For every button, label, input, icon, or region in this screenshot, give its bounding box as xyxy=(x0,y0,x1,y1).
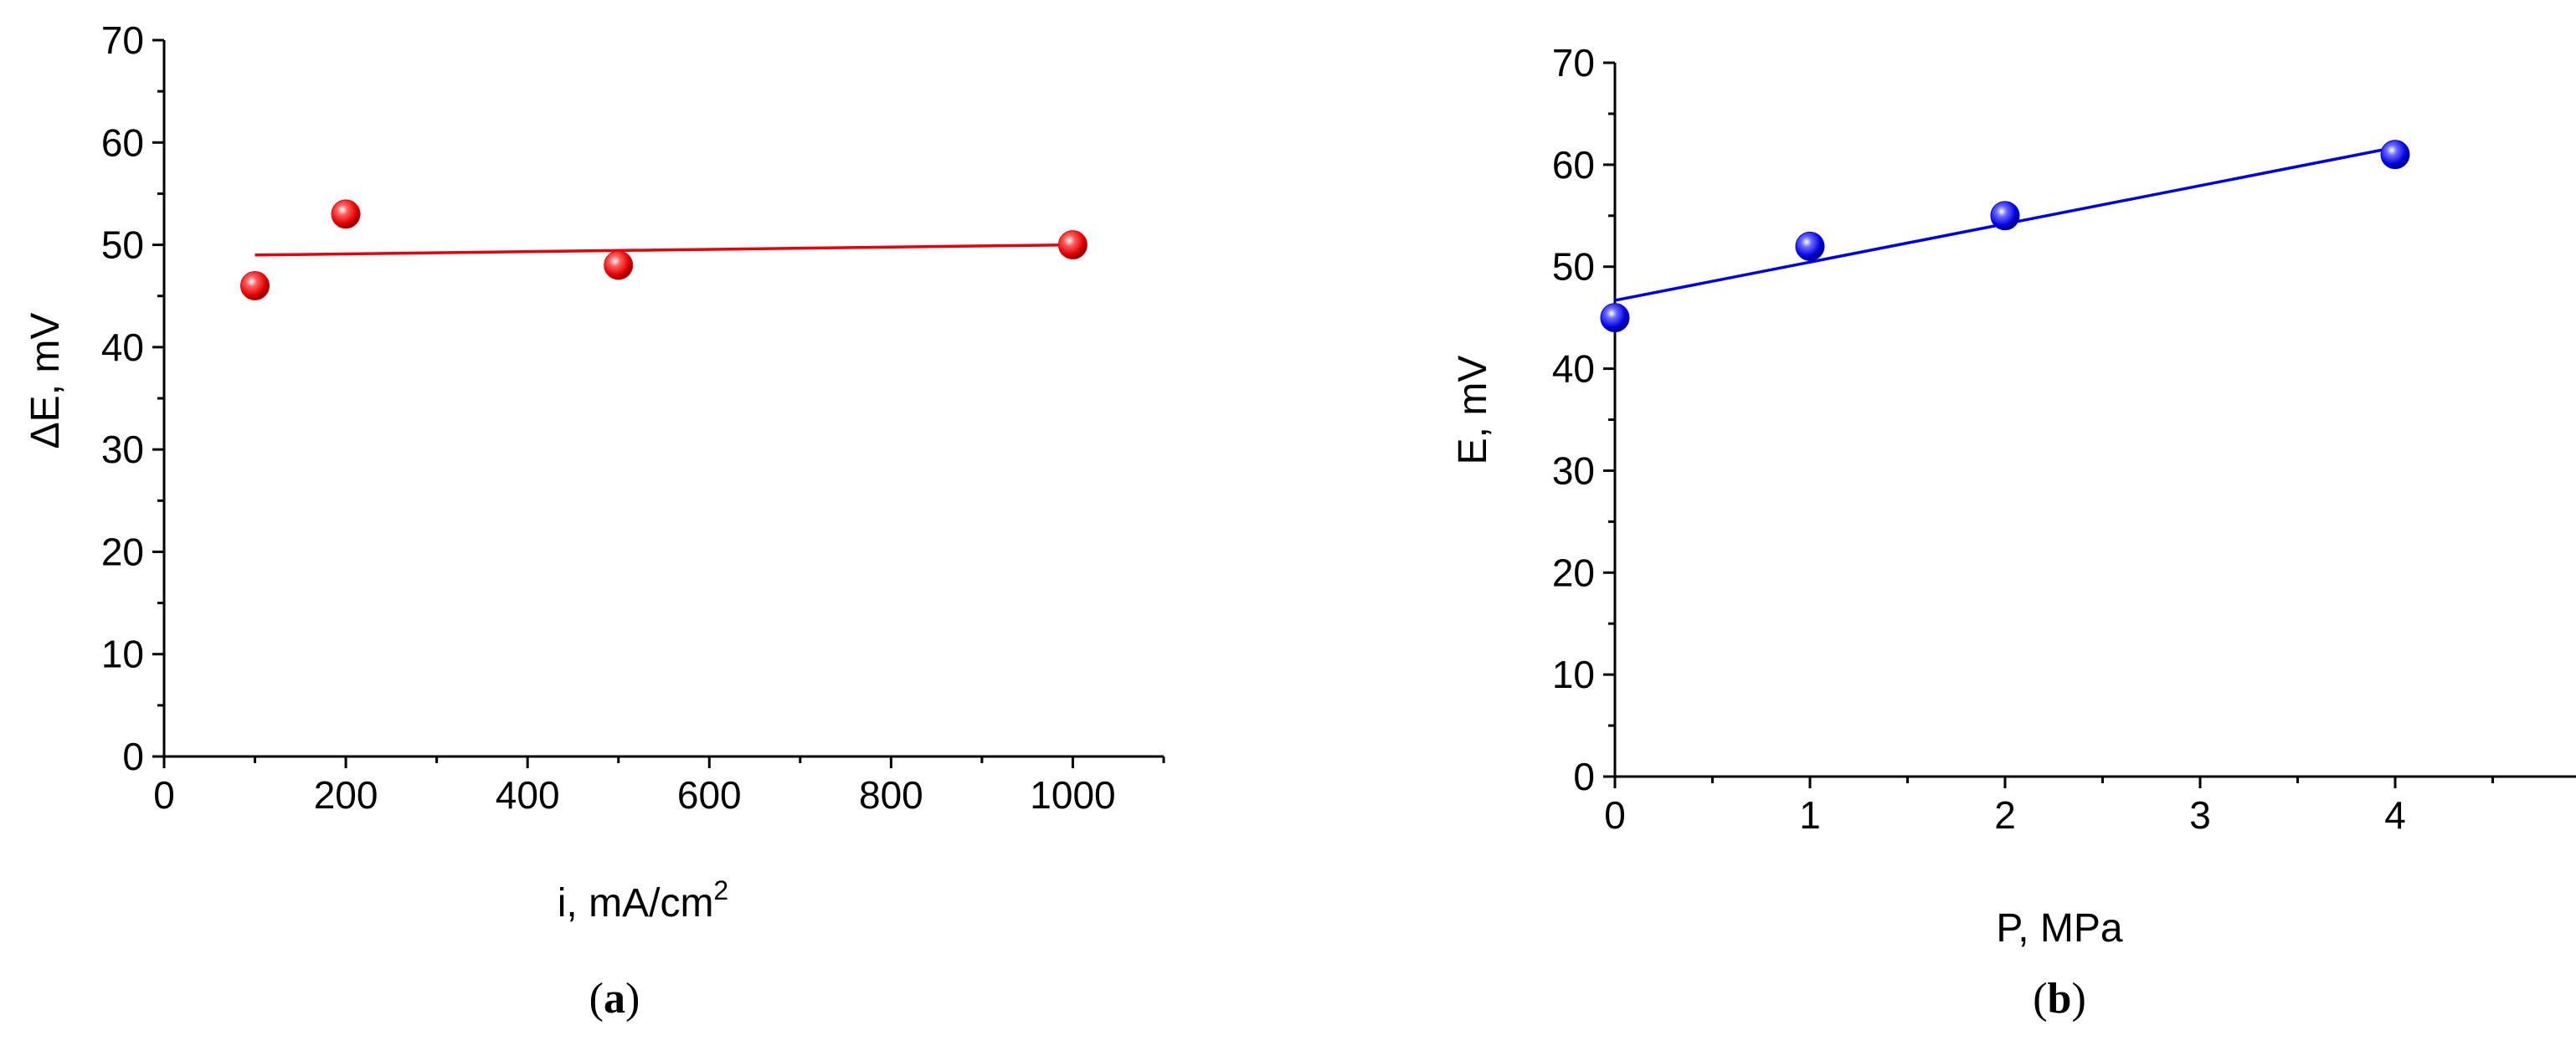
panel-label-a: (a) xyxy=(589,975,640,1023)
data-point xyxy=(1990,201,2020,231)
y-axis-title-a: ΔE, mV xyxy=(23,313,68,449)
data-point xyxy=(604,250,634,280)
x-tick-label: 4 xyxy=(2384,793,2406,837)
y-tick-label: 40 xyxy=(1552,347,1595,391)
x-tick-label: 1 xyxy=(1799,793,1821,837)
y-axis-title-b: E, mV xyxy=(1451,356,1495,465)
x-tick-label: 400 xyxy=(496,773,560,817)
data-point xyxy=(1795,231,1825,261)
fit-line xyxy=(255,243,1073,257)
x-tick-label: 0 xyxy=(153,773,175,817)
y-tick-label: 70 xyxy=(1552,41,1595,85)
axes-b xyxy=(1603,61,2576,788)
x-axis-title-a: i, mA/cm2 xyxy=(558,875,728,926)
x-axis-title-b: P, MPa xyxy=(1996,906,2123,951)
y-tick-label: 10 xyxy=(1552,653,1595,696)
data-point xyxy=(331,199,361,229)
x-tick-label: 3 xyxy=(2189,793,2211,837)
data-points-a xyxy=(240,199,1087,300)
y-tick-label: 50 xyxy=(101,223,144,267)
y-tick-label: 20 xyxy=(1552,551,1595,594)
data-points-b xyxy=(1600,140,2410,333)
y-tick-label: 70 xyxy=(101,18,144,62)
x-tick-label: 0 xyxy=(1604,793,1626,837)
x-tick-label: 200 xyxy=(314,773,378,817)
y-tick-label: 30 xyxy=(1552,449,1595,492)
x-tick-label: 600 xyxy=(677,773,742,817)
x-tick-label: 800 xyxy=(859,773,923,817)
x-tick-label: 2 xyxy=(1994,793,2016,837)
data-point xyxy=(240,270,270,300)
y-tick-label: 40 xyxy=(101,326,144,369)
tick-labels-a: 0 200 400 600 800 1000 0 10 20 30 40 50 60 70 xyxy=(101,18,1116,817)
panel-label-b: (b) xyxy=(2033,975,2086,1023)
y-tick-label: 0 xyxy=(1573,755,1595,798)
y-tick-label: 0 xyxy=(122,735,144,778)
y-tick-label: 50 xyxy=(1552,245,1595,289)
y-tick-label: 60 xyxy=(101,121,144,164)
chart-panel-b: 012345010203040506070 P, MPa E, mV (b) xyxy=(1451,41,2576,1023)
y-tick-label: 30 xyxy=(101,428,144,471)
chart-panel-a: 0 200 400 600 800 1000 0 10 20 30 40 50 60 70 i, mA/c… xyxy=(23,18,1165,1023)
x-tick-label: 1000 xyxy=(1030,773,1115,817)
data-point xyxy=(1057,230,1087,260)
y-tick-label: 60 xyxy=(1552,143,1595,187)
y-tick-label: 20 xyxy=(101,530,144,573)
fit-lines-a xyxy=(255,243,1073,257)
axes-a xyxy=(152,38,1165,768)
y-tick-label: 10 xyxy=(101,633,144,676)
data-point xyxy=(1600,303,1630,333)
data-point xyxy=(2380,140,2410,170)
tick-labels-b: 012345010203040506070 xyxy=(1552,41,2406,837)
